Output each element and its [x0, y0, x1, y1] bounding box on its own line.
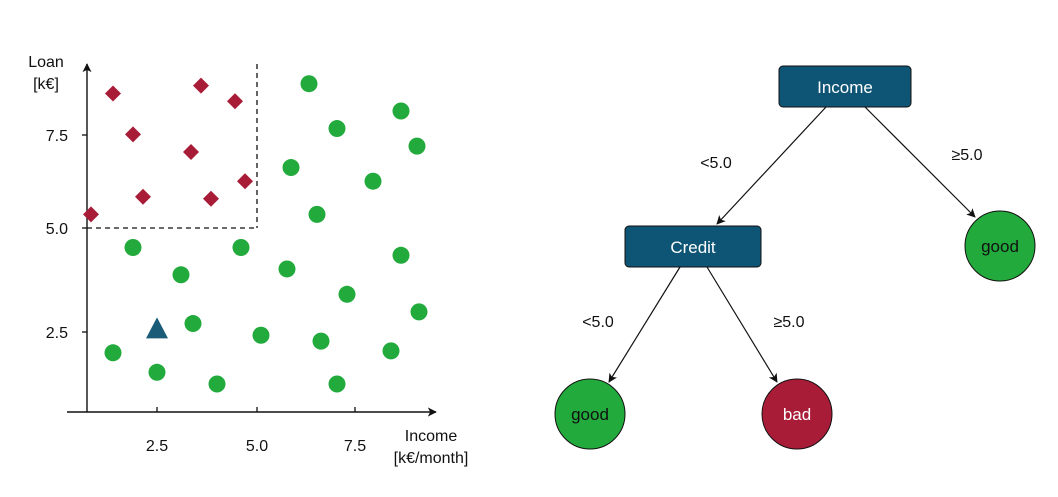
good-point	[300, 75, 318, 93]
bad-point	[183, 143, 199, 160]
tree-leaf-bad: bad	[761, 378, 833, 450]
y-tick-label: 5.0	[46, 221, 68, 238]
good-point	[392, 102, 410, 120]
good-point	[124, 239, 142, 256]
y-tick-label: 2.5	[46, 325, 68, 342]
good-point	[408, 137, 426, 155]
x-tick-marks	[156, 407, 356, 412]
good-point	[278, 260, 296, 278]
edge-credit-to-good	[608, 266, 681, 383]
bad-point	[227, 93, 243, 110]
leaf-label-bad: bad	[783, 405, 811, 424]
decision-tree: <5.0 ≥5.0 <5.0 ≥5.0 Income Credit good g…	[554, 65, 1036, 450]
edge-label-credit-left: <5.0	[582, 314, 614, 331]
bad-point	[83, 206, 99, 223]
x-tick-label: 2.5	[146, 438, 168, 455]
edge-root-to-good	[864, 106, 976, 218]
bad-point	[105, 85, 121, 102]
bad-point	[203, 190, 219, 207]
good-point	[410, 303, 428, 321]
good-point	[282, 159, 300, 177]
good-point	[104, 344, 122, 362]
y-tick-label: 7.5	[46, 128, 68, 145]
edge-root-to-credit	[716, 106, 827, 225]
y-axis-label: Loan	[28, 54, 64, 71]
bad-point	[135, 188, 151, 205]
good-point	[312, 332, 330, 350]
x-axis-label-unit: [k€/month]	[394, 450, 469, 467]
good-point	[338, 285, 356, 303]
tree-leaf-good-left: good	[554, 378, 626, 450]
data-points	[83, 75, 428, 393]
good-point	[392, 246, 410, 264]
edge-credit-to-bad	[706, 266, 778, 383]
good-point	[252, 326, 270, 344]
x-tick-label: 5.0	[246, 438, 268, 455]
query-point	[146, 317, 168, 339]
bad-point	[125, 126, 141, 143]
leaf-label-good: good	[571, 405, 609, 424]
node-label-credit: Credit	[670, 238, 716, 257]
good-point	[328, 375, 346, 393]
good-point	[208, 375, 226, 393]
leaf-label-good: good	[981, 237, 1019, 256]
good-point	[148, 363, 166, 381]
good-point	[172, 266, 190, 284]
y-axis-label-unit: [k€]	[33, 76, 59, 93]
good-point	[382, 342, 400, 360]
tree-node-income: Income	[778, 65, 912, 108]
good-point	[184, 315, 202, 333]
scatter-plot: 2.5 5.0 7.5 2.5 5.0 7.5 Loan [k€] Income…	[28, 54, 468, 467]
tree-node-credit: Credit	[624, 225, 762, 268]
good-point	[328, 120, 346, 138]
edge-label-root-right: ≥5.0	[951, 147, 982, 164]
tree-leaf-good-right: good	[964, 210, 1036, 282]
good-point	[308, 205, 326, 223]
y-tick-marks	[82, 134, 87, 333]
bad-point	[193, 77, 209, 94]
good-point	[364, 172, 382, 190]
good-point	[232, 239, 250, 256]
edge-label-root-left: <5.0	[700, 155, 732, 172]
bad-point	[237, 173, 253, 190]
edge-label-credit-right: ≥5.0	[773, 314, 804, 331]
x-tick-label: 7.5	[344, 438, 366, 455]
x-axis-label: Income	[405, 428, 458, 445]
node-label-income: Income	[817, 78, 873, 97]
